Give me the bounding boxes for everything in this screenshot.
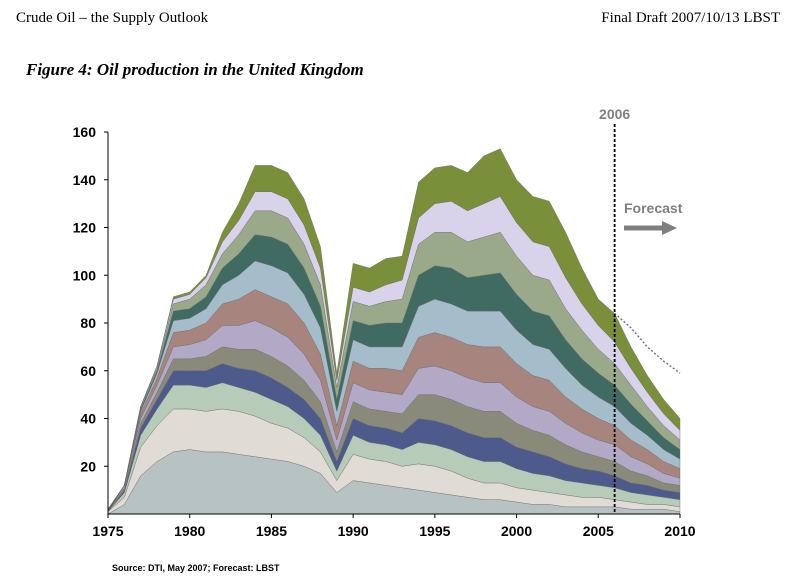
divider-year-label: 2006	[599, 106, 630, 122]
y-tick-160: 160	[73, 124, 97, 140]
y-tick-40: 40	[80, 411, 96, 427]
figure-source-note: Source: DTI, May 2007; Forecast: LBST	[112, 563, 280, 573]
y-tick-60: 60	[80, 363, 96, 379]
forecast-annotations: 2006 Forecast	[599, 106, 683, 514]
x-tick-1980: 1980	[174, 523, 205, 539]
forecast-arrow-head	[662, 221, 677, 235]
x-tick-2010: 2010	[664, 523, 695, 539]
y-tick-120: 120	[73, 220, 97, 236]
area-layer-12	[107, 148, 681, 510]
y-tick-80: 80	[80, 315, 96, 331]
x-tick-2005: 2005	[583, 523, 614, 539]
y-tick-20: 20	[80, 458, 96, 474]
running-header-left: Crude Oil – the Supply Outlook	[16, 10, 209, 26]
x-tick-1975: 1975	[92, 523, 123, 539]
y-tick-100: 100	[73, 267, 97, 283]
y-tick-140: 140	[73, 172, 97, 188]
figure-title: Figure 4: Oil production in the United K…	[26, 60, 364, 79]
x-tick-1990: 1990	[338, 523, 369, 539]
x-tick-labels: 1975 1980 1985 1990 1995 2000 2005 2010	[92, 514, 696, 539]
x-tick-1995: 1995	[419, 523, 450, 539]
y-tick-labels: 20 40 60 80 100 120 140 160	[73, 124, 108, 474]
x-tick-2000: 2000	[501, 523, 532, 539]
stacked-area-layers	[107, 148, 681, 515]
x-tick-1985: 1985	[256, 523, 287, 539]
forecast-label: Forecast	[624, 200, 683, 216]
running-header-right: Final Draft 2007/10/13 LBST	[601, 10, 780, 26]
